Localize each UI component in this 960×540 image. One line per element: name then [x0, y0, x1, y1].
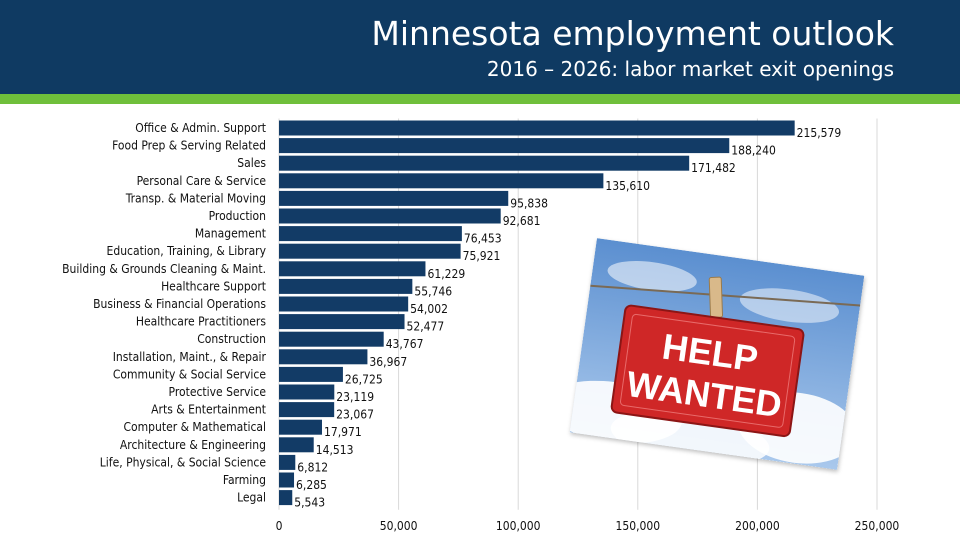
category-label: Farming	[223, 473, 266, 487]
bar	[279, 437, 314, 453]
x-tick-label: 0	[276, 519, 283, 533]
data-label: 215,579	[797, 126, 842, 140]
data-label: 95,838	[510, 196, 548, 210]
x-tick-label: 150,000	[615, 519, 660, 533]
page-subtitle: 2016 – 2026: labor market exit openings	[486, 57, 894, 81]
bar	[279, 261, 426, 277]
category-label: Community & Social Service	[113, 367, 266, 381]
bar	[279, 454, 296, 470]
data-label: 188,240	[731, 144, 776, 158]
bar	[279, 278, 413, 294]
data-label: 23,067	[336, 408, 374, 422]
bar	[279, 314, 405, 330]
bar	[279, 419, 322, 435]
data-label: 5,543	[294, 496, 325, 510]
bar	[279, 120, 795, 136]
category-label: Legal	[237, 491, 266, 505]
category-label: Computer & Mathematical	[123, 420, 266, 434]
bar	[279, 349, 368, 365]
category-label: Personal Care & Service	[137, 174, 267, 188]
category-label: Transp. & Material Moving	[125, 191, 266, 205]
bar	[279, 208, 501, 224]
data-label: 52,477	[407, 320, 445, 334]
bar	[279, 138, 730, 154]
bar	[279, 226, 462, 242]
category-label: Office & Admin. Support	[135, 121, 266, 135]
category-label: Business & Financial Operations	[93, 297, 266, 311]
category-label: Building & Grounds Cleaning & Maint.	[62, 262, 266, 276]
category-label: Protective Service	[169, 385, 267, 399]
category-label: Education, Training, & Library	[107, 244, 267, 258]
bar-chart: Office & Admin. Support 215,579 Food Prep …	[62, 118, 900, 533]
x-tick-label: 200,000	[735, 519, 780, 533]
bar	[279, 384, 335, 400]
data-label: 75,921	[463, 249, 501, 263]
data-label: 17,971	[324, 425, 362, 439]
category-label: Arts & Entertainment	[151, 403, 266, 417]
bar	[279, 366, 343, 382]
data-label: 23,119	[336, 390, 374, 404]
data-label: 135,610	[605, 179, 650, 193]
category-label: Life, Physical, & Social Science	[100, 455, 267, 469]
header-banner: Minnesota employment outlook 2016 – 2026…	[0, 0, 960, 94]
data-label: 61,229	[427, 267, 465, 281]
bar	[279, 243, 461, 259]
bar	[279, 402, 335, 418]
category-label: Sales	[237, 156, 266, 170]
category-label: Healthcare Support	[161, 279, 266, 293]
data-label: 6,285	[296, 478, 327, 492]
data-label: 43,767	[386, 337, 424, 351]
bar	[279, 173, 604, 189]
data-label: 92,681	[503, 214, 541, 228]
data-label: 6,812	[297, 460, 328, 474]
data-label: 54,002	[410, 302, 448, 316]
category-label: Production	[209, 209, 266, 223]
data-label: 76,453	[464, 232, 502, 246]
data-label: 36,967	[369, 355, 407, 369]
data-label: 55,746	[414, 284, 452, 298]
bar	[279, 190, 509, 206]
bar	[279, 472, 295, 488]
x-tick-label: 100,000	[496, 519, 541, 533]
data-label: 171,482	[691, 161, 736, 175]
accent-band	[0, 94, 960, 104]
bar	[279, 155, 690, 171]
category-label: Construction	[197, 332, 266, 346]
data-label: 14,513	[316, 443, 354, 457]
help-wanted-sign: HELP WANTED	[569, 238, 865, 470]
category-label: Healthcare Practitioners	[136, 315, 267, 329]
bar	[279, 296, 409, 312]
page-title: Minnesota employment outlook	[371, 14, 894, 53]
category-label: Architecture & Engineering	[120, 438, 266, 452]
bar	[279, 490, 293, 506]
category-label: Management	[195, 227, 266, 241]
category-label: Installation, Maint., & Repair	[113, 350, 267, 364]
bar	[279, 331, 384, 347]
category-label: Food Prep & Serving Related	[112, 139, 266, 153]
help-wanted-image: HELP WANTED	[569, 238, 865, 470]
data-label: 26,725	[345, 372, 383, 386]
x-tick-label: 50,000	[380, 519, 418, 533]
x-tick-label: 250,000	[855, 519, 900, 533]
